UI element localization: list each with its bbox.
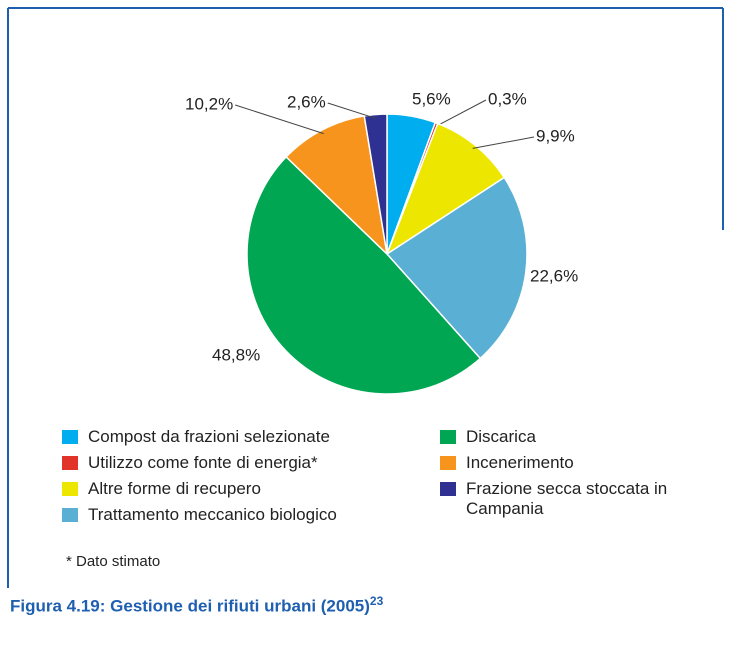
leader-line	[472, 136, 535, 149]
legend-swatch	[440, 482, 456, 496]
slice-label: 2,6%	[287, 92, 326, 111]
slice-label: 10,2%	[185, 94, 233, 113]
pie-slice	[285, 115, 389, 257]
legend-swatch	[440, 430, 456, 444]
caption-text: Figura 4.19: Gestione dei rifiuti urbani…	[10, 596, 370, 616]
legend-label: Frazione secca stoccata in Campania	[466, 479, 668, 518]
caption-note: 23	[369, 594, 384, 608]
pie-slice	[385, 122, 506, 256]
legend-swatch	[62, 508, 78, 522]
legend-swatch	[440, 456, 456, 470]
slice-label: 22,6%	[530, 266, 578, 285]
leader-line	[327, 102, 377, 119]
leader-line	[235, 104, 324, 135]
legend-swatch	[62, 482, 78, 496]
legend-label: Trattamento meccanico biologico	[88, 505, 337, 524]
pie-slice	[363, 113, 388, 255]
legend-swatch	[62, 430, 78, 444]
slice-label: 5,6%	[412, 89, 451, 108]
slice-label: 0,3%	[488, 89, 527, 108]
legend-item: Incenerimento	[440, 453, 690, 473]
legend-item: Frazione secca stoccata in Campania	[440, 479, 690, 519]
slice-label: 9,9%	[536, 126, 575, 145]
legend-label: Incenerimento	[466, 453, 574, 472]
pie-slice	[385, 176, 528, 360]
legend-label: Discarica	[466, 427, 536, 446]
caption: Figura 4.19: Gestione dei rifiuti urbani…	[10, 594, 383, 617]
legend-label: Compost da frazioni selezionate	[88, 427, 330, 446]
footnote: * Dato stimato	[66, 553, 161, 570]
legend-item: Altre forme di recupero	[62, 479, 422, 499]
legend-label: Altre forme di recupero	[88, 479, 261, 498]
slice-label: 48,8%	[212, 345, 260, 364]
legend-item: Utilizzo come fonte di energia*	[62, 453, 422, 473]
legend-item: Discarica	[440, 427, 690, 447]
legend-swatch	[62, 456, 78, 470]
legend-label: Utilizzo come fonte di energia*	[88, 453, 318, 472]
legend-item: Trattamento meccanico biologico	[62, 505, 422, 525]
leader-line	[434, 99, 487, 128]
pie-slice	[246, 155, 482, 395]
legend-item: Compost da frazioni selezionate	[62, 427, 422, 447]
